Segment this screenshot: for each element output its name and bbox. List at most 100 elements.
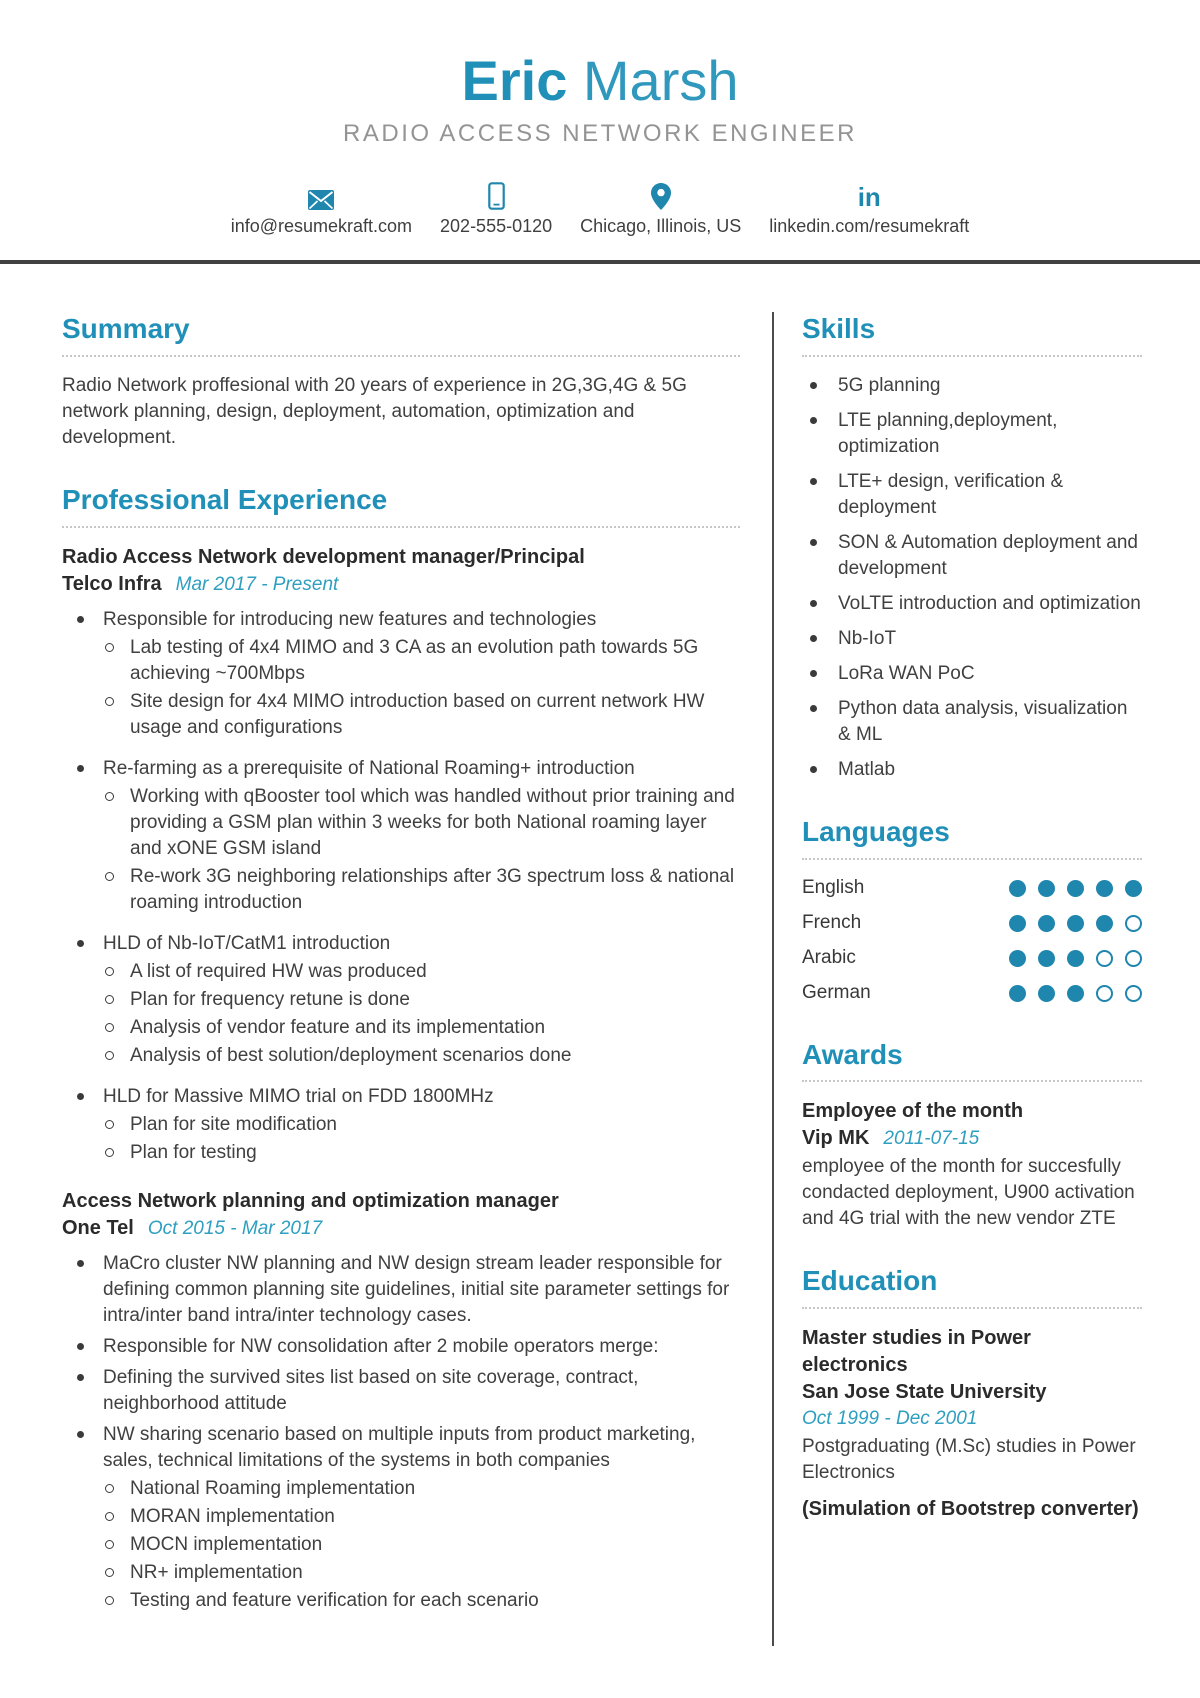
candidate-last-name: Marsh <box>582 49 739 112</box>
contact-item: in linkedin.com/resumekraft <box>769 182 969 238</box>
sub-bullet-item: Site design for 4x4 MIMO introduction ba… <box>103 689 740 741</box>
award-date: 2011-07-15 <box>883 1128 980 1150</box>
language-row: German <box>802 981 1142 1006</box>
bullet-text: HLD of Nb-IoT/CatM1 introduction <box>103 932 391 954</box>
language-name: English <box>802 877 865 899</box>
level-dot <box>1038 879 1055 897</box>
level-dot <box>1009 984 1026 1002</box>
awards-heading: Awards <box>802 1038 1142 1083</box>
level-dot <box>1067 949 1084 967</box>
sub-bullet-item: Re-work 3G neighboring relationships aft… <box>103 864 740 916</box>
level-dot <box>1096 949 1113 967</box>
level-dot <box>1096 879 1113 897</box>
level-dot <box>1125 984 1142 1002</box>
sub-bullet-item: NR+ implementation <box>103 1560 740 1586</box>
bullet-item: Re-farming as a prerequisite of National… <box>62 756 740 916</box>
bullet-text: HLD for Massive MIMO trial on FDD 1800MH… <box>103 1085 494 1107</box>
language-row: Arabic <box>802 946 1142 971</box>
phone-icon <box>487 181 505 210</box>
bullet-item: Responsible for NW consolidation after 2… <box>62 1334 740 1360</box>
sub-bullet-item: Testing and feature verification for eac… <box>103 1588 740 1614</box>
summary-section: Summary Radio Network proffesional with … <box>62 312 740 451</box>
sub-bullet-list: Plan for site modification Plan for testi… <box>103 1112 740 1166</box>
job-title: Access Network planning and optimization… <box>62 1189 559 1212</box>
job-bullets: MaCro cluster NW planning and NW design … <box>62 1251 740 1614</box>
sub-bullet-item: Plan for site modification <box>103 1112 740 1138</box>
language-name: German <box>802 982 871 1004</box>
job-title: Radio Access Network development manager… <box>62 545 585 568</box>
linkedin-icon: in <box>857 181 881 212</box>
job-bullets: Responsible for introducing new features… <box>62 607 740 1166</box>
bullet-item: HLD of Nb-IoT/CatM1 introduction A list o… <box>62 931 740 1069</box>
skill-item: 5G planning <box>802 373 1142 399</box>
language-list: English French Arabic German <box>802 876 1142 1006</box>
job-company: One Tel <box>62 1216 134 1239</box>
language-name: Arabic <box>802 947 856 969</box>
contact-item: 202-555-0120 <box>440 181 552 238</box>
education-degree: Master studies in Power electronics <box>802 1326 1031 1376</box>
level-dot <box>1067 984 1084 1002</box>
column-divider <box>772 312 774 1646</box>
language-level-dots <box>1009 984 1142 1002</box>
experience-section: Professional Experience Radio Access Net… <box>62 483 740 1614</box>
education-description: Postgraduating (M.Sc) studies in Power E… <box>802 1435 1147 1483</box>
awards-section: Awards Employee of the month Vip MK 2011-… <box>802 1038 1142 1233</box>
sub-bullet-item: Lab testing of 4x4 MIMO and 3 CA as an e… <box>103 635 740 687</box>
job-meta: Telco Infra Mar 2017 - Present <box>62 571 740 599</box>
skill-item: VoLTE introduction and optimization <box>802 591 1142 617</box>
contact-label: Chicago, Illinois, US <box>580 215 742 236</box>
header-rule <box>0 260 1200 265</box>
skill-item: Python data analysis, visualization & ML <box>802 696 1142 748</box>
skill-item: Matlab <box>802 757 1142 783</box>
contact-label: info@resumekraft.com <box>230 215 413 236</box>
level-dot <box>1038 914 1055 932</box>
skill-item: LTE planning,deployment, optimization <box>802 408 1142 460</box>
main-column: Summary Radio Network proffesional with … <box>62 312 740 1645</box>
bullet-item: HLD for Massive MIMO trial on FDD 1800MH… <box>62 1084 740 1166</box>
education-heading: Education <box>802 1264 1142 1309</box>
skill-item: SON & Automation deployment and developm… <box>802 530 1142 582</box>
experience-heading: Professional Experience <box>62 483 740 528</box>
sub-bullet-list: A list of required HW was produced Plan f… <box>103 959 740 1069</box>
education-school: San Jose State University <box>802 1380 1047 1403</box>
level-dot <box>1067 879 1084 897</box>
envelope-icon <box>308 182 335 210</box>
location-icon <box>650 182 671 210</box>
level-dot <box>1038 984 1055 1002</box>
bullet-text: Responsible for introducing new features… <box>103 608 597 630</box>
level-dot <box>1096 984 1113 1002</box>
sub-bullet-item: A list of required HW was produced <box>103 959 740 985</box>
sub-bullet-list: Lab testing of 4x4 MIMO and 3 CA as an e… <box>103 635 740 741</box>
contact-row: info@resumekraft.com 202-555-0120 Chicago,… <box>0 181 1200 238</box>
job-entry: Radio Access Network development manager… <box>62 544 740 1166</box>
content-columns: Summary Radio Network proffesional with … <box>0 264 1200 1646</box>
skills-heading: Skills <box>802 312 1142 357</box>
sub-bullet-item: National Roaming implementation <box>103 1476 740 1502</box>
bullet-text: Responsible for NW consolidation after 2… <box>103 1335 659 1357</box>
skill-item: LTE+ design, verification & deployment <box>802 469 1142 521</box>
award-description: employee of the month for succesfully co… <box>802 1156 1135 1230</box>
sub-bullet-item: Plan for frequency retune is done <box>103 987 740 1013</box>
language-row: English <box>802 876 1142 901</box>
job-meta: One Tel Oct 2015 - Mar 2017 <box>62 1215 740 1243</box>
resume-header: Eric Marsh RADIO ACCESS NETWORK ENGINEER… <box>0 0 1200 237</box>
level-dot <box>1009 914 1026 932</box>
sub-bullet-item: MOCN implementation <box>103 1532 740 1558</box>
candidate-job-title: RADIO ACCESS NETWORK ENGINEER <box>343 119 857 147</box>
candidate-first-name: Eric <box>461 49 568 112</box>
sub-bullet-item: Working with qBooster tool which was han… <box>103 784 740 862</box>
award-meta: Vip MK 2011-07-15 <box>802 1125 1142 1152</box>
languages-section: Languages English French Arabic German <box>802 815 1142 1006</box>
job-dates: Oct 2015 - Mar 2017 <box>147 1217 323 1239</box>
summary-text: Radio Network proffesional with 20 years… <box>62 374 687 448</box>
award-issuer: Vip MK <box>802 1127 870 1150</box>
skill-list: 5G planning LTE planning,deployment, opti… <box>802 373 1142 783</box>
job-company: Telco Infra <box>62 572 162 595</box>
education-section: Education Master studies in Power electr… <box>802 1264 1142 1523</box>
language-level-dots <box>1009 914 1142 932</box>
job-list: Radio Access Network development manager… <box>62 544 740 1614</box>
bullet-item: NW sharing scenario based on multiple in… <box>62 1422 740 1614</box>
candidate-name: Eric Marsh <box>0 49 1200 112</box>
language-level-dots <box>1009 949 1142 967</box>
